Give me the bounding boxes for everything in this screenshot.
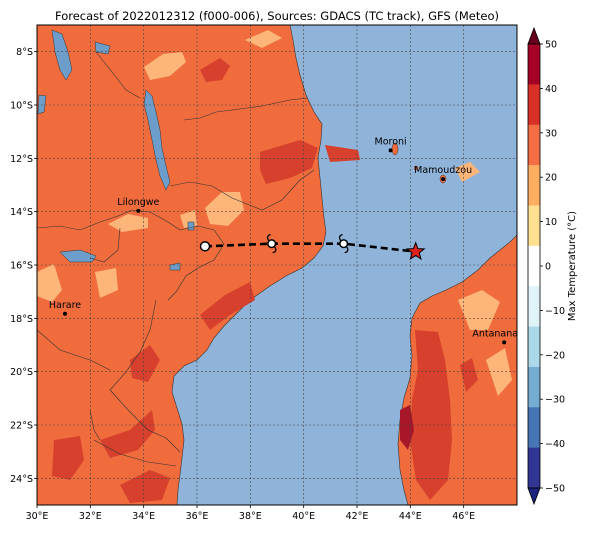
colorbar-top-arrow xyxy=(527,26,541,45)
lake-malawi xyxy=(143,89,171,191)
y-tick-label: 16°S xyxy=(10,261,33,272)
colorbar-tick-label: 10 xyxy=(545,217,557,228)
star-icon xyxy=(405,241,426,261)
y-tick-label: 24°S xyxy=(10,474,33,485)
city-marker xyxy=(63,311,67,316)
cyclone-track xyxy=(199,234,426,261)
gridlines xyxy=(37,25,517,505)
x-tick-label: 42°E xyxy=(346,511,369,522)
colorbar-tick-label: 20 xyxy=(545,173,557,184)
lake-chilwa xyxy=(187,221,195,231)
colorbar-tick-label: 30 xyxy=(545,128,557,139)
colorbar-tick-label: 40 xyxy=(545,84,557,95)
city-label: Lilongwe xyxy=(117,197,159,208)
colorbar-band xyxy=(528,245,540,287)
city-marker xyxy=(502,340,507,345)
x-tick-label: 40°E xyxy=(292,511,315,522)
y-tick-label: 20°S xyxy=(10,367,33,378)
colorbar-bottom-arrow xyxy=(527,487,541,506)
colorbar-tick-label: −50 xyxy=(545,484,565,495)
colorbar: 50 40 30 20 10 0 −10 −20 −30 −40 −50 Max Temperatur… xyxy=(527,26,578,506)
country-borders xyxy=(37,51,315,467)
lakes xyxy=(37,29,195,271)
x-tick-label: 30°E xyxy=(26,511,49,522)
y-tick-label: 14°S xyxy=(10,207,33,218)
y-tick-label: 10°S xyxy=(10,101,33,112)
city-marker xyxy=(441,177,446,182)
track-point-circle xyxy=(199,241,211,252)
lake-victoria-edge xyxy=(94,41,111,55)
colorbar-tick-label: 50 xyxy=(545,40,557,51)
map-title: Forecast of 2022012312 (f000-006), Sourc… xyxy=(55,9,499,23)
y-axis-ticks: 8°S 10°S 12°S 14°S 16°S 18°S 20°S 22°S 24°S xyxy=(10,47,37,485)
y-tick-label: 22°S xyxy=(10,421,33,432)
colorbar-band xyxy=(528,286,540,328)
city-marker xyxy=(388,148,393,153)
colorbar-band xyxy=(528,44,540,85)
city-label: Harare xyxy=(49,300,81,311)
x-tick-label: 38°E xyxy=(239,511,262,522)
cyclone-symbol-icon xyxy=(266,234,277,254)
colorbar-band xyxy=(528,407,540,449)
track-line xyxy=(204,242,416,253)
colorbar-band xyxy=(528,205,540,247)
colorbar-tick-label: −10 xyxy=(545,306,565,317)
x-tick-label: 32°E xyxy=(79,511,102,522)
lake-mweru xyxy=(37,94,47,115)
y-tick-label: 8°S xyxy=(16,47,33,58)
anjouan-island xyxy=(413,165,419,171)
city-label: Mamoudzou xyxy=(414,165,472,176)
cities: Lilongwe Moroni Mamoudzou Harare Antananariv… xyxy=(49,136,536,345)
x-tick-label: 36°E xyxy=(186,511,209,522)
colorbar-band xyxy=(528,366,540,408)
y-tick-label: 18°S xyxy=(10,314,33,325)
colorbar-band xyxy=(528,326,540,368)
cool-patches xyxy=(37,30,512,396)
colorbar-band xyxy=(528,165,540,206)
colorbar-band xyxy=(528,447,540,489)
colorbar-tick-label: −20 xyxy=(545,350,565,361)
colorbar-tick-label: −40 xyxy=(545,439,565,450)
y-tick-label: 12°S xyxy=(10,154,33,165)
city-label: Moroni xyxy=(375,136,407,147)
x-tick-label: 46°E xyxy=(452,511,475,522)
warm-patches xyxy=(52,58,478,503)
lake-tanganyika xyxy=(51,29,73,81)
cyclone-symbol-icon xyxy=(338,234,349,254)
colorbar-label: Max Temperature (°C) xyxy=(567,211,578,321)
x-axis-ticks: 30°E 32°E 34°E 36°E 38°E 40°E 42°E 44°E 46°E xyxy=(26,505,475,522)
colorbar-tick-label: 0 xyxy=(545,262,551,273)
city-label: Antananarivo xyxy=(472,328,536,339)
x-tick-label: 44°E xyxy=(399,511,422,522)
colorbar-tick-label: −30 xyxy=(545,395,565,406)
map-area: Lilongwe Moroni Mamoudzou Harare Antananariv… xyxy=(37,25,536,505)
colorbar-band xyxy=(528,84,540,126)
city-marker xyxy=(136,208,141,213)
colorbar-band xyxy=(528,124,540,166)
x-tick-label: 34°E xyxy=(132,511,155,522)
